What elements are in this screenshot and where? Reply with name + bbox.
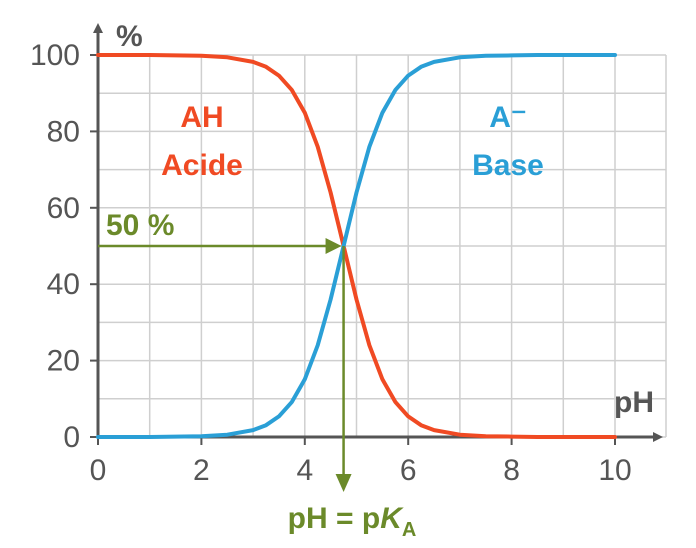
- x-tick-label: 10: [598, 454, 631, 487]
- x-tick-label: 0: [90, 454, 107, 487]
- y-tick-label: 80: [47, 115, 80, 148]
- x-tick-label: 2: [193, 454, 210, 487]
- series-label-base: Base: [472, 149, 544, 182]
- series-label-a-minus: A⁻: [489, 101, 527, 134]
- y-tick-label: 100: [30, 39, 80, 72]
- fifty-percent-label: 50 %: [106, 209, 174, 242]
- series-label-acide: Acide: [161, 149, 243, 182]
- y-tick-label: 20: [47, 345, 80, 378]
- curves: [96, 53, 617, 439]
- annotation: [98, 238, 352, 492]
- series-line-acid: [96, 53, 617, 439]
- y-tick-label: 0: [63, 421, 80, 454]
- y-tick-label: 40: [47, 268, 80, 301]
- y-axis-label: %: [116, 20, 143, 53]
- horizontal-arrowhead: [325, 238, 342, 254]
- y-tick-label: 60: [47, 192, 80, 225]
- x-axis-label: pH: [614, 386, 654, 419]
- vertical-arrowhead: [335, 474, 352, 492]
- pka-label: pH = pKA: [288, 502, 417, 541]
- x-tick-label: 4: [296, 454, 313, 487]
- axes: [93, 23, 663, 442]
- series-label-ah: AH: [180, 101, 223, 134]
- x-tick-label: 8: [503, 454, 520, 487]
- series-line-base: [96, 53, 617, 439]
- x-tick-label: 6: [400, 454, 417, 487]
